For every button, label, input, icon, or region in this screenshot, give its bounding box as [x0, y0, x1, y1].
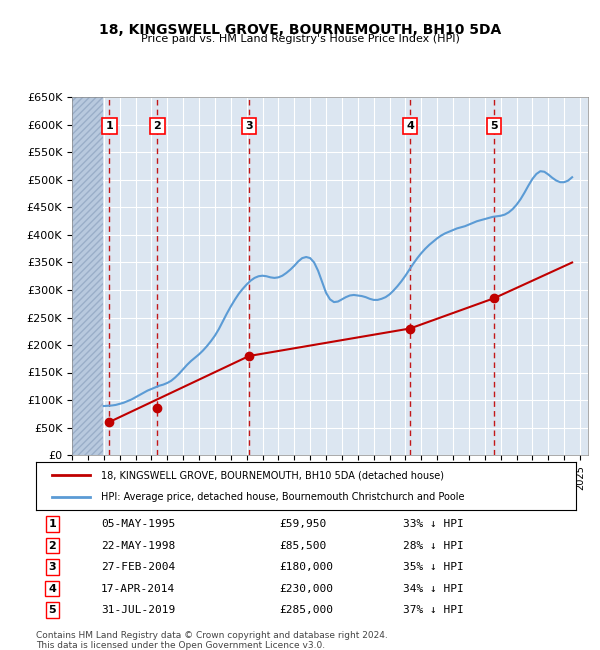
- Text: £85,500: £85,500: [279, 541, 326, 551]
- Text: 2: 2: [154, 121, 161, 131]
- Text: £59,950: £59,950: [279, 519, 326, 529]
- Text: 22-MAY-1998: 22-MAY-1998: [101, 541, 175, 551]
- Text: 18, KINGSWELL GROVE, BOURNEMOUTH, BH10 5DA (detached house): 18, KINGSWELL GROVE, BOURNEMOUTH, BH10 5…: [101, 470, 444, 480]
- Bar: [72, 98, 103, 455]
- Text: 33% ↓ HPI: 33% ↓ HPI: [403, 519, 464, 529]
- Text: Price paid vs. HM Land Registry's House Price Index (HPI): Price paid vs. HM Land Registry's House …: [140, 34, 460, 44]
- Text: 4: 4: [406, 121, 414, 131]
- Text: 1: 1: [49, 519, 56, 529]
- Text: 3: 3: [245, 121, 253, 131]
- Text: 27-FEB-2004: 27-FEB-2004: [101, 562, 175, 572]
- Text: £285,000: £285,000: [279, 605, 333, 615]
- Text: 3: 3: [49, 562, 56, 572]
- Text: 37% ↓ HPI: 37% ↓ HPI: [403, 605, 464, 615]
- Text: 1: 1: [106, 121, 113, 131]
- Text: 17-APR-2014: 17-APR-2014: [101, 584, 175, 593]
- Text: 2: 2: [49, 541, 56, 551]
- Text: 28% ↓ HPI: 28% ↓ HPI: [403, 541, 464, 551]
- Text: 5: 5: [49, 605, 56, 615]
- Text: 5: 5: [490, 121, 498, 131]
- Text: 35% ↓ HPI: 35% ↓ HPI: [403, 562, 464, 572]
- Text: 31-JUL-2019: 31-JUL-2019: [101, 605, 175, 615]
- Text: £180,000: £180,000: [279, 562, 333, 572]
- Text: Contains HM Land Registry data © Crown copyright and database right 2024.
This d: Contains HM Land Registry data © Crown c…: [36, 630, 388, 650]
- Text: 4: 4: [48, 584, 56, 593]
- Text: 34% ↓ HPI: 34% ↓ HPI: [403, 584, 464, 593]
- Text: £230,000: £230,000: [279, 584, 333, 593]
- Text: HPI: Average price, detached house, Bournemouth Christchurch and Poole: HPI: Average price, detached house, Bour…: [101, 491, 464, 502]
- Text: 18, KINGSWELL GROVE, BOURNEMOUTH, BH10 5DA: 18, KINGSWELL GROVE, BOURNEMOUTH, BH10 5…: [99, 23, 501, 37]
- Text: 05-MAY-1995: 05-MAY-1995: [101, 519, 175, 529]
